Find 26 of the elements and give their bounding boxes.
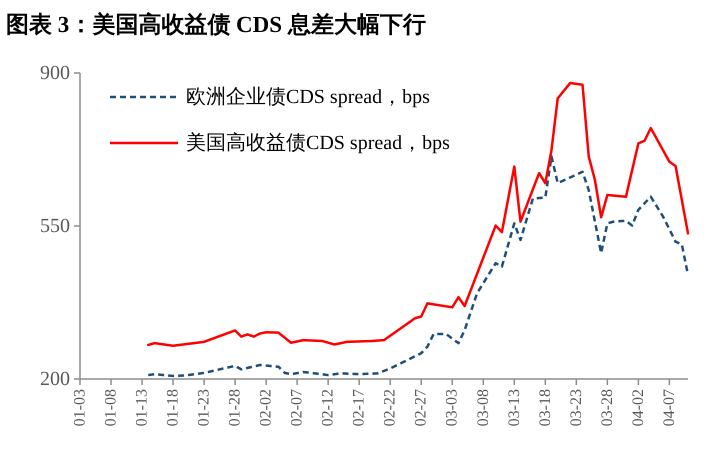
x-tick-label: 04-02: [630, 389, 647, 426]
legend-label: 欧洲企业债CDS spread，bps: [186, 86, 430, 108]
x-tick-label: 01-03: [72, 389, 88, 426]
x-tick-label: 03-13: [506, 389, 523, 426]
x-tick-label: 01-08: [102, 389, 120, 426]
x-tick-label: 02-02: [258, 389, 275, 426]
x-tick-label: 02-27: [412, 389, 430, 426]
x-tick-label: 03-18: [536, 389, 554, 426]
x-tick-label: 01-18: [164, 389, 182, 426]
x-tick-label: 03-23: [568, 389, 585, 426]
legend-label: 美国高收益债CDS spread，bps: [186, 131, 450, 154]
x-tick-label: 03-28: [598, 389, 616, 426]
y-tick-label: 200: [40, 368, 70, 390]
y-tick-label: 900: [40, 62, 70, 84]
x-tick-label: 03-03: [444, 389, 461, 426]
x-tick-label: 03-08: [474, 389, 492, 426]
x-tick-label: 01-13: [134, 389, 151, 426]
chart-title: 图表 3：美国高收益债 CDS 息差大幅下行: [6, 11, 426, 37]
y-tick-label: 550: [40, 215, 70, 237]
x-tick-label: 02-17: [350, 389, 368, 426]
x-tick-label: 02-22: [382, 389, 399, 426]
x-tick-label: 02-12: [320, 389, 337, 426]
x-tick-label: 01-23: [196, 389, 213, 426]
x-tick-label: 04-07: [660, 389, 678, 426]
x-tick-label: 02-07: [288, 389, 306, 426]
x-tick-label: 01-28: [226, 389, 244, 426]
